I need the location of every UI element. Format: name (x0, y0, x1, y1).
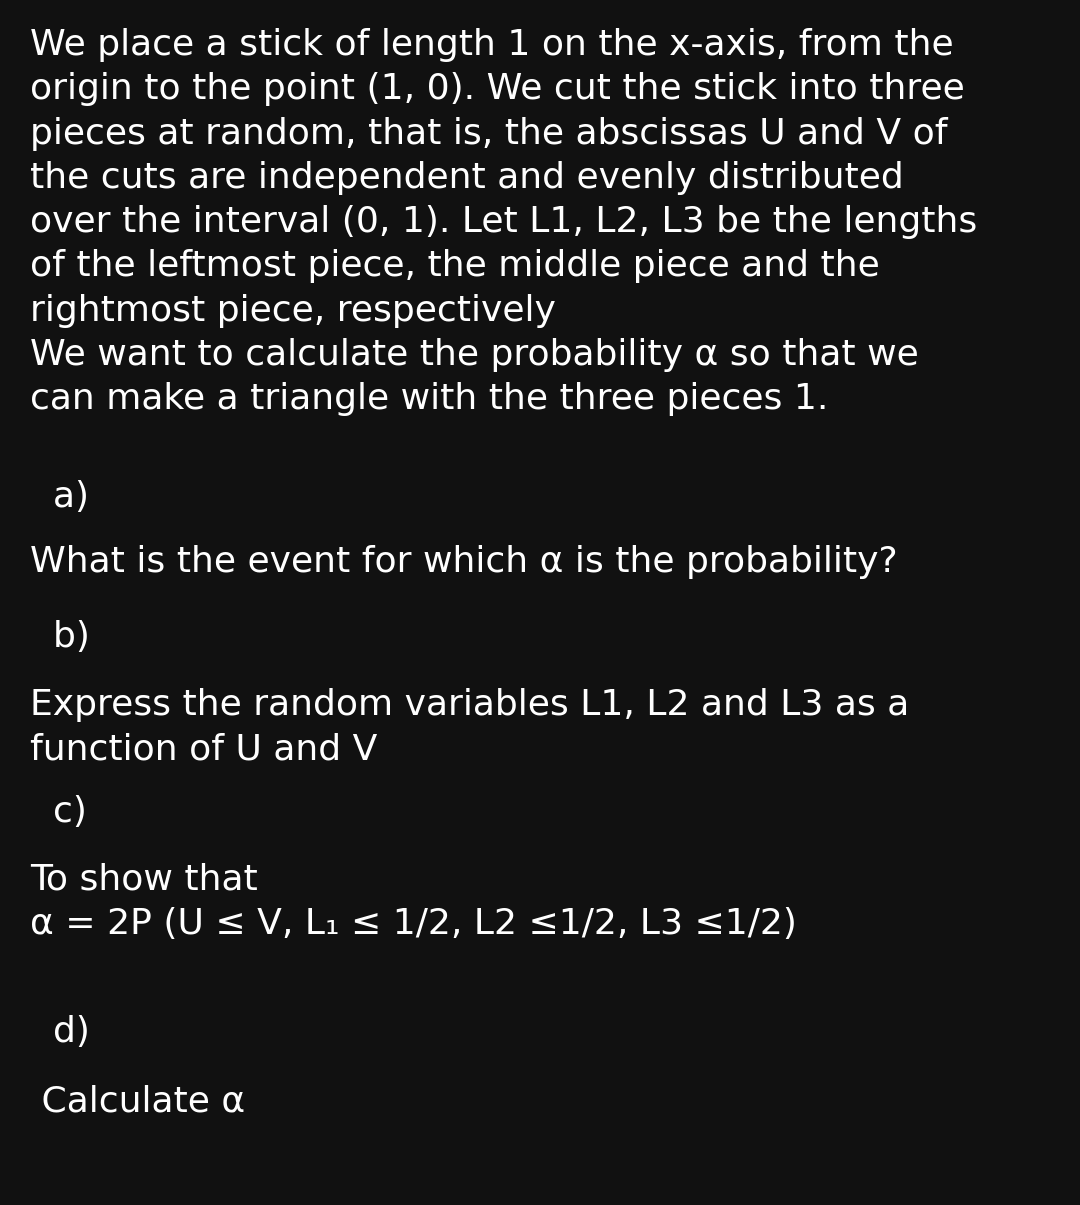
Text: c): c) (30, 795, 86, 829)
Text: Express the random variables L1, L2 and L3 as a
function of U and V: Express the random variables L1, L2 and … (30, 688, 909, 766)
Text: d): d) (30, 1015, 90, 1050)
Text: a): a) (30, 480, 89, 515)
Text: To show that
α = 2P (U ≤ V, L₁ ≤ 1/2, L2 ≤1/2, L3 ≤1/2): To show that α = 2P (U ≤ V, L₁ ≤ 1/2, L2… (30, 863, 797, 941)
Text: Calculate α: Calculate α (30, 1084, 245, 1119)
Text: What is the event for which α is the probability?: What is the event for which α is the pro… (30, 545, 897, 578)
Text: b): b) (30, 621, 90, 654)
Text: We place a stick of length 1 on the x-axis, from the
origin to the point (1, 0).: We place a stick of length 1 on the x-ax… (30, 28, 977, 416)
